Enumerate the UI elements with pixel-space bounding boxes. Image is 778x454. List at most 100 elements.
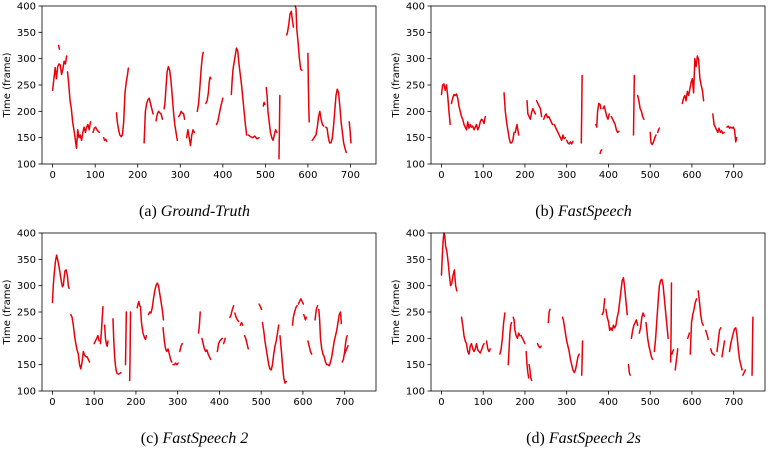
panel-b: 0 100 200 300 400 500 600 700 100 150 200 250 300 350… <box>389 0 778 227</box>
x-tick-label: 500 <box>641 170 660 181</box>
series-segment <box>265 86 278 142</box>
series-segment <box>653 278 669 353</box>
series-segment <box>553 123 567 142</box>
series-segment <box>605 277 628 332</box>
x-tick-label: 300 <box>557 170 576 181</box>
chart-a: 0 100 200 300 400 500 600 700 100 150 200 250 300 350… <box>2 2 377 181</box>
caption-c-prefix: (c) <box>140 430 159 447</box>
x-tick-label: 200 <box>515 170 534 181</box>
series-segment <box>460 316 485 355</box>
series-segment <box>115 67 130 138</box>
y-tick-label: 300 <box>17 54 36 65</box>
series-segment <box>561 316 580 374</box>
y-tick-label: 250 <box>17 308 36 319</box>
chart-b: 0 100 200 300 400 500 600 700 100 150 200 250 300 350… <box>391 2 766 181</box>
series-segment <box>230 47 248 136</box>
series-segment <box>291 304 298 326</box>
series-segment <box>450 93 487 131</box>
x-tick-label: 100 <box>474 170 493 181</box>
series-segment <box>689 298 698 355</box>
series-segment <box>201 337 212 361</box>
chart-d: 0 100 200 300 400 500 600 700 100 150 200 250 300 350… <box>391 229 766 408</box>
series-segment <box>243 334 249 350</box>
y-axis-label: Time (frame) <box>391 52 402 118</box>
series-segment <box>92 126 101 134</box>
series-segment <box>440 232 458 292</box>
y-tick-label: 100 <box>17 387 36 398</box>
series-segment <box>440 83 451 126</box>
x-tick-label: 400 <box>599 397 618 408</box>
series-segment <box>99 305 104 345</box>
series-segment <box>147 282 165 321</box>
series-segment <box>117 371 122 375</box>
series-segment <box>279 334 287 384</box>
series-segment <box>62 269 70 290</box>
x-tick-label: 700 <box>724 397 743 408</box>
x-tick-label: 500 <box>641 397 660 408</box>
series-segment <box>514 123 520 136</box>
series-segment <box>649 131 657 146</box>
series-segment <box>93 334 100 345</box>
series-segment <box>239 321 244 326</box>
series-segment <box>51 55 68 92</box>
series-segment <box>507 321 513 366</box>
series-segment <box>601 298 606 316</box>
series-segment <box>222 337 227 345</box>
series-segment <box>196 51 205 113</box>
series-segment <box>535 100 543 118</box>
series-segment <box>343 344 349 355</box>
caption-a-name: Ground-Truth <box>160 203 250 220</box>
series-segment <box>297 298 305 305</box>
series-segment <box>547 308 551 324</box>
series-segment <box>512 316 521 340</box>
x-tick-label: 0 <box>49 170 55 181</box>
series-segment <box>674 348 679 371</box>
y-tick-label: 300 <box>17 281 36 292</box>
series-segment <box>285 10 295 36</box>
y-tick-label: 150 <box>406 133 425 144</box>
x-tick-label: 100 <box>474 397 493 408</box>
x-tick-label: 200 <box>126 397 145 408</box>
caption-b: (b) FastSpeech <box>389 203 778 221</box>
y-tick-label: 400 <box>406 229 425 240</box>
series-segment <box>128 311 132 382</box>
series-segment <box>632 74 636 136</box>
x-tick-label: 400 <box>599 170 618 181</box>
series-segment <box>697 290 704 326</box>
y-tick-label: 350 <box>406 255 425 266</box>
series-segment <box>709 348 716 356</box>
panel-a: 0 100 200 300 400 500 600 700 100 150 200 250 300 350… <box>0 0 389 227</box>
series-segment <box>602 105 611 120</box>
x-tick-label: 400 <box>213 170 232 181</box>
series-segment <box>704 329 709 341</box>
x-tick-label: 600 <box>298 170 317 181</box>
y-tick-label: 150 <box>17 133 36 144</box>
x-tick-label: 600 <box>293 397 312 408</box>
series-segment <box>143 97 154 144</box>
series-segment <box>503 92 515 144</box>
series-segment <box>348 121 352 144</box>
caption-d-name: FastSpeech 2s <box>548 430 641 447</box>
series-segment <box>262 101 266 107</box>
series-segment <box>103 324 109 347</box>
series-segment <box>66 71 92 149</box>
caption-b-prefix: (b) <box>535 203 554 220</box>
series-segment <box>261 321 280 371</box>
series-segment <box>177 110 186 120</box>
panel-d: 0 100 200 300 400 500 600 700 100 150 200 250 300 350… <box>389 227 778 454</box>
series-segment <box>580 340 584 376</box>
series-segment <box>136 300 148 341</box>
x-tick-label: 600 <box>682 397 701 408</box>
y-tick-label: 200 <box>406 107 425 118</box>
y-tick-label: 150 <box>406 360 425 371</box>
series-segment <box>645 321 654 361</box>
x-tick-label: 200 <box>515 397 534 408</box>
series-segment <box>172 362 179 366</box>
caption-b-name: FastSpeech <box>557 203 632 220</box>
series-segment <box>51 254 64 304</box>
y-tick-label: 250 <box>17 81 36 92</box>
series-segment <box>525 350 530 379</box>
series-segment <box>536 342 542 349</box>
series-segment <box>599 149 603 155</box>
y-tick-label: 400 <box>17 229 36 240</box>
